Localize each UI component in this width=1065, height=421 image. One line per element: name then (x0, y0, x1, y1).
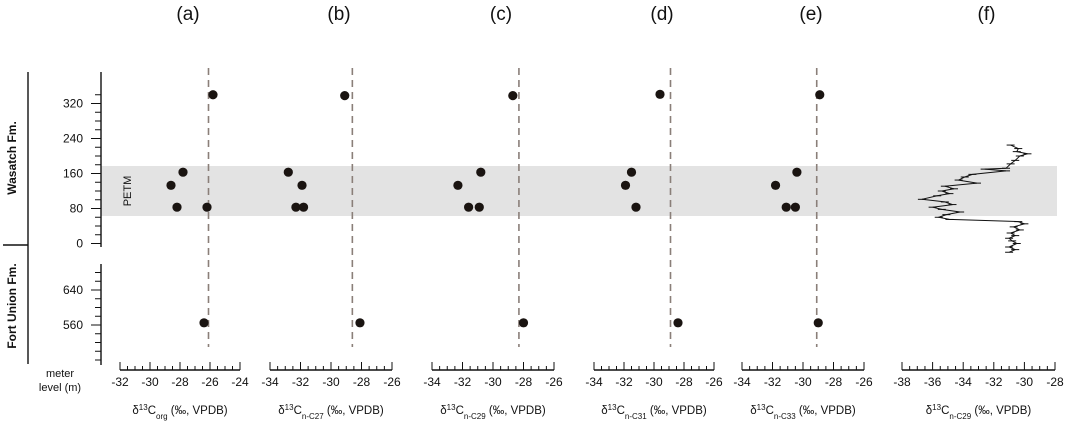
x-tick-label: -32 (292, 375, 310, 389)
data-point (283, 167, 293, 177)
left-axis-layer: Wasatch Fm. Fort Union Fm. 0 80 160 240 320 560… (3, 72, 102, 394)
x-tick-label: -34 (261, 375, 279, 389)
x-tick-label: -30 (322, 375, 340, 389)
data-point (673, 318, 683, 328)
data-point (815, 90, 825, 100)
formation-label-fort-union: Fort Union Fm. (5, 263, 19, 348)
data-point (626, 167, 637, 177)
panel-label: (e) (799, 4, 822, 25)
x-tick-label: -26 (383, 375, 401, 389)
panel-a: (a) -32 -30 -28 -26 -24 δ13Corg (‰, VPDB) (111, 4, 249, 421)
data-point (355, 318, 365, 328)
y-tick-label: 320 (63, 97, 83, 111)
panel-label: (d) (650, 4, 673, 25)
panel-d: (d) -34 -32 -30 -28 -26 δ13Cn-C31 (‰, VPDB) (585, 4, 723, 421)
data-point (178, 167, 188, 177)
x-tick-label: -26 (201, 375, 219, 389)
panel-label: (c) (490, 4, 512, 25)
x-tick-label: -24 (231, 375, 249, 389)
x-tick-label: -34 (733, 375, 751, 389)
y-tick-label: 80 (70, 202, 84, 216)
x-tick-label: -36 (924, 375, 942, 389)
y-tick-label: 640 (63, 283, 83, 297)
x-tick-label: -26 (545, 375, 563, 389)
y-tick-label: 560 (63, 318, 83, 332)
x-tick-label: -32 (111, 375, 129, 389)
data-point (508, 91, 518, 101)
x-tick-label: -28 (1046, 375, 1064, 389)
x-tick-label: -32 (985, 375, 1003, 389)
data-point (453, 180, 463, 190)
x-tick-label: -34 (955, 375, 973, 389)
data-point (770, 180, 781, 190)
data-point (518, 318, 529, 328)
panel-f: (f) -38 -36 -34 -32 -30 -28 δ13Cn-C29 (‰, VPDB) (893, 4, 1064, 421)
data-point (790, 202, 800, 212)
petm-band (101, 166, 1057, 216)
data-point (476, 167, 486, 177)
x-tick-label: -30 (794, 375, 812, 389)
x-tick-label: -28 (171, 375, 189, 389)
data-point (340, 91, 350, 101)
x-tick-label: -30 (645, 375, 663, 389)
x-tick-label: -32 (615, 375, 633, 389)
data-point (781, 202, 791, 212)
data-point (291, 202, 301, 212)
data-point (474, 202, 484, 212)
data-point (199, 318, 209, 328)
data-point (202, 202, 212, 212)
data-point (655, 89, 665, 99)
meter-level-label: meter (46, 368, 74, 380)
data-point (464, 202, 474, 212)
x-tick-label: -34 (585, 375, 603, 389)
x-tick-label: -28 (675, 375, 693, 389)
x-axis-title: δ13Corg (‰, VPDB) (132, 403, 227, 421)
series-line (921, 144, 1028, 253)
panel-b: (b) -34 -32 -30 -28 -26 δ13Cn-C27 (‰, VPDB) (261, 4, 401, 421)
x-tick-label: -30 (1016, 375, 1034, 389)
data-point (297, 180, 307, 190)
x-axis-title: δ13Cn-C29 (‰, VPDB) (926, 403, 1032, 421)
x-tick-label: -26 (855, 375, 873, 389)
x-tick-label: -30 (141, 375, 159, 389)
data-point (813, 318, 823, 328)
panel-label: (b) (327, 4, 350, 25)
data-point (166, 180, 176, 190)
x-tick-label: -28 (353, 375, 371, 389)
y-tick-label: 240 (63, 132, 83, 146)
x-axis-title: δ13Cn-C33 (‰, VPDB) (750, 403, 856, 421)
x-tick-label: -34 (423, 375, 441, 389)
x-tick-label: -28 (515, 375, 533, 389)
data-point (298, 202, 309, 212)
x-tick-label: -32 (764, 375, 782, 389)
x-tick-label: -30 (484, 375, 502, 389)
data-point (631, 202, 641, 212)
panels-layer: (a) -32 -30 -28 -26 -24 δ13Corg (‰, VPDB) (b) -3… (111, 4, 1064, 421)
x-tick-label: -38 (893, 375, 911, 389)
x-tick-label: -32 (454, 375, 472, 389)
x-tick-label: -28 (825, 375, 843, 389)
data-point (208, 90, 218, 100)
x-axis-title: δ13Cn-C27 (‰, VPDB) (278, 403, 384, 421)
data-point (792, 167, 802, 177)
panel-c: (c) -34 -32 -30 -28 -26 δ13Cn-C29 (‰, VPDB) (423, 4, 563, 421)
x-axis-title: δ13Cn-C31 (‰, VPDB) (601, 403, 707, 421)
meter-level-label: level (m) (39, 382, 81, 394)
y-tick-label: 0 (76, 237, 83, 251)
petm-band-layer: PETM (101, 166, 1057, 216)
x-tick-label: -26 (705, 375, 723, 389)
formation-label-wasatch: Wasatch Fm. (5, 121, 19, 195)
panel-label: (a) (176, 4, 199, 25)
petm-label: PETM (122, 176, 134, 207)
data-point (172, 202, 182, 212)
data-point (620, 180, 631, 190)
y-tick-label: 160 (63, 167, 83, 181)
panel-e: (e) -34 -32 -30 -28 -26 δ13Cn-C33 (‰, VPDB) (733, 4, 873, 421)
x-axis-title: δ13Cn-C29 (‰, VPDB) (440, 403, 546, 421)
panel-label: (f) (978, 4, 996, 25)
